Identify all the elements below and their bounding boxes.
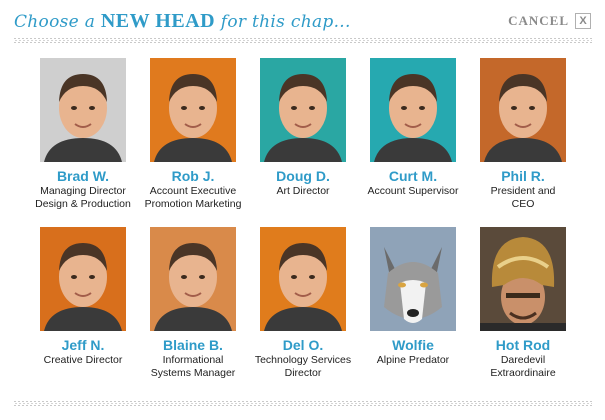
portrait-photo[interactable] — [40, 58, 126, 162]
person-name[interactable]: Blaine B. — [163, 337, 223, 353]
person-role-line: Managing Director — [40, 185, 126, 197]
helmet-photo[interactable] — [480, 227, 566, 331]
person-name[interactable]: Del O. — [282, 337, 324, 353]
person-role: President and CEO — [468, 185, 578, 211]
head-option-8[interactable]: Del O. Technology Services Director — [248, 227, 358, 380]
person-role-line: Informational — [162, 354, 224, 366]
person-role: Managing Director Design & Production — [28, 185, 138, 211]
portrait-photo[interactable] — [260, 58, 346, 162]
person-role: Art Director — [248, 185, 358, 198]
person-name[interactable]: Brad W. — [56, 168, 110, 184]
portrait-photo[interactable] — [260, 227, 346, 331]
person-role-line: Systems Manager — [150, 367, 236, 379]
person-role-line: Technology Services — [254, 354, 352, 366]
title-pre: Choose a — [14, 12, 101, 32]
person-role-line: CEO — [511, 198, 535, 210]
portrait-photo[interactable] — [370, 58, 456, 162]
person-role-line: Design & Production — [35, 198, 131, 210]
page-title: Choose a NEW HEAD for this chap... — [14, 10, 351, 33]
wolf-photo[interactable] — [370, 227, 456, 331]
header: Choose a NEW HEAD for this chap... CANCE… — [0, 0, 605, 44]
head-option-5[interactable]: Phil R. President and CEO — [468, 58, 578, 211]
person-role-line: Creative Director — [43, 354, 123, 366]
bottom-divider — [14, 401, 592, 407]
portrait-photo[interactable] — [40, 227, 126, 331]
person-role: Informational Systems Manager — [138, 354, 248, 380]
person-role-line: Account Supervisor — [367, 185, 459, 197]
person-role: Alpine Predator — [358, 354, 468, 367]
head-option-4[interactable]: Curt M. Account Supervisor — [358, 58, 468, 198]
head-option-10[interactable]: Hot Rod Daredevil Extraordinaire — [468, 227, 578, 380]
person-name[interactable]: Rob J. — [171, 168, 215, 184]
top-divider — [14, 38, 592, 44]
head-option-2[interactable]: Rob J. Account Executive Promotion Marketi… — [138, 58, 248, 211]
person-role: Technology Services Director — [248, 354, 358, 380]
person-role-line: Extraordinaire — [490, 367, 556, 379]
person-role-line: President and — [490, 185, 556, 197]
person-name[interactable]: Phil R. — [501, 168, 545, 184]
close-icon[interactable]: X — [575, 13, 591, 29]
person-name[interactable]: Wolfie — [392, 337, 434, 353]
head-option-1[interactable]: Brad W. Managing Director Design & Product… — [28, 58, 138, 211]
person-role-line: Promotion Marketing — [144, 198, 242, 210]
person-role: Daredevil Extraordinaire — [468, 354, 578, 380]
title-post: for this chap... — [215, 12, 351, 32]
person-role: Account Supervisor — [358, 185, 468, 198]
person-name[interactable]: Curt M. — [388, 168, 438, 184]
person-name[interactable]: Jeff N. — [61, 337, 105, 353]
person-role-line: Account Executive — [149, 185, 237, 197]
person-role-line: Director — [284, 367, 322, 379]
cancel-label: CANCEL — [508, 13, 569, 28]
person-name[interactable]: Doug D. — [276, 168, 330, 184]
portrait-photo[interactable] — [150, 227, 236, 331]
head-option-6[interactable]: Jeff N. Creative Director — [28, 227, 138, 367]
cancel-button[interactable]: CANCEL X — [508, 13, 591, 29]
head-option-7[interactable]: Blaine B. Informational Systems Manager — [138, 227, 248, 380]
person-role: Account Executive Promotion Marketing — [138, 185, 248, 211]
person-role: Creative Director — [28, 354, 138, 367]
portrait-photo[interactable] — [480, 58, 566, 162]
person-role-line: Daredevil — [500, 354, 546, 366]
portrait-photo[interactable] — [150, 58, 236, 162]
person-name[interactable]: Hot Rod — [495, 337, 551, 353]
person-role-line: Alpine Predator — [376, 354, 450, 366]
title-emphasis: NEW HEAD — [100, 10, 216, 32]
person-role-line: Art Director — [276, 185, 330, 197]
head-option-3[interactable]: Doug D. Art Director — [248, 58, 358, 198]
head-option-9[interactable]: Wolfie Alpine Predator — [358, 227, 468, 367]
